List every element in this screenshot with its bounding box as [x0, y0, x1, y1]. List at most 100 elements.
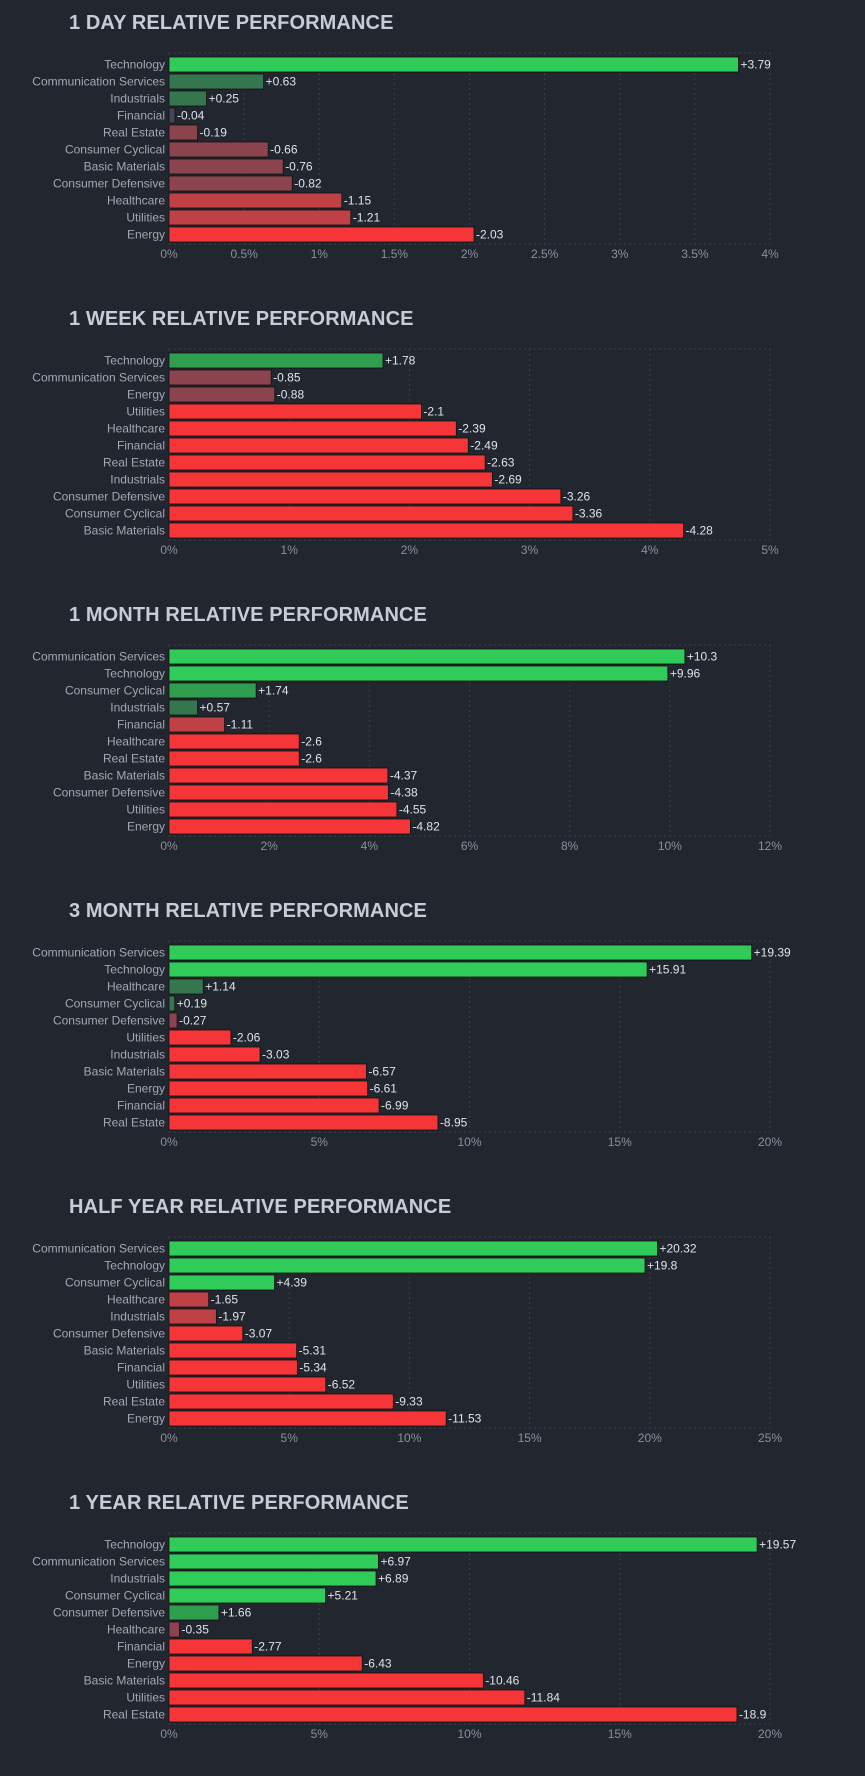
- value-label: -3.36: [575, 507, 603, 521]
- category-label: Consumer Defensive: [53, 1014, 165, 1028]
- chart-half-year: HALF YEAR RELATIVE PERFORMANCE 0% 5% 10% 15…: [0, 1184, 865, 1480]
- value-label: -6.52: [328, 1378, 356, 1392]
- bar: [168, 1689, 526, 1706]
- category-label: Real Estate: [103, 1395, 165, 1409]
- value-label: -1.97: [218, 1310, 246, 1324]
- value-label: -5.34: [299, 1361, 327, 1375]
- chart-plot: 0% 0.5% 1% 1.5% 2% 2.5% 3% 3.5% 4% Technology +3.7…: [32, 52, 779, 261]
- bar: [168, 978, 204, 995]
- value-label: +4.39: [277, 1276, 308, 1290]
- value-label: +6.97: [380, 1555, 411, 1569]
- bar: [168, 73, 265, 90]
- bar: [168, 995, 176, 1012]
- category-label: Real Estate: [103, 456, 165, 470]
- x-tick-label: 5%: [311, 1135, 329, 1149]
- category-label: Technology: [104, 667, 165, 681]
- category-label: Industrials: [110, 1048, 165, 1062]
- bar: [168, 1410, 447, 1427]
- category-label: Communication Services: [32, 1242, 165, 1256]
- bar: [168, 403, 422, 420]
- category-label: Financial: [117, 439, 165, 453]
- category-label: Financial: [117, 718, 165, 732]
- x-tick-label: 2%: [461, 247, 479, 261]
- value-label: -2.03: [476, 228, 504, 242]
- category-label: Utilities: [126, 1691, 165, 1705]
- value-label: -0.88: [277, 388, 305, 402]
- category-label: Communication Services: [32, 650, 165, 664]
- bar: [168, 699, 198, 716]
- bar: [168, 1240, 658, 1257]
- value-label: -1.65: [211, 1293, 239, 1307]
- bar: [168, 648, 686, 665]
- value-label: +0.19: [177, 997, 208, 1011]
- chart-plot: 0% 5% 10% 15% 20% Communication Services +19.3…: [32, 940, 791, 1149]
- category-label: Healthcare: [107, 1293, 165, 1307]
- bar: [168, 767, 389, 784]
- value-label: -8.95: [440, 1116, 468, 1130]
- value-label: -0.35: [182, 1623, 210, 1637]
- chart-3-month: 3 MONTH RELATIVE PERFORMANCE 0% 5% 10% 15% 2…: [0, 888, 865, 1184]
- x-tick-label: 20%: [758, 1727, 782, 1741]
- value-label: -6.43: [364, 1657, 392, 1671]
- category-label: Financial: [117, 109, 165, 123]
- x-tick-label: 8%: [561, 839, 579, 853]
- value-label: +5.21: [328, 1589, 359, 1603]
- bar: [168, 209, 352, 226]
- category-label: Technology: [104, 354, 165, 368]
- x-tick-label: 5%: [761, 543, 779, 557]
- bar: [168, 90, 207, 107]
- category-label: Real Estate: [103, 1708, 165, 1722]
- category-label: Consumer Defensive: [53, 786, 165, 800]
- category-label: Utilities: [126, 211, 165, 225]
- bar: [168, 1257, 646, 1274]
- bar: [168, 488, 562, 505]
- value-label: +10.3: [687, 650, 718, 664]
- x-tick-label: 1%: [311, 247, 329, 261]
- category-label: Consumer Cyclical: [65, 684, 165, 698]
- value-label: -2.49: [470, 439, 498, 453]
- chart-plot: 0% 2% 4% 6% 8% 10% 12% Communication Services +1…: [32, 644, 782, 853]
- category-label: Communication Services: [32, 1555, 165, 1569]
- value-label: -1.15: [344, 194, 372, 208]
- category-label: Basic Materials: [84, 1344, 165, 1358]
- category-label: Healthcare: [107, 735, 165, 749]
- chart-title: 1 WEEK RELATIVE PERFORMANCE: [69, 308, 414, 330]
- x-tick-label: 2%: [260, 839, 278, 853]
- chart-title: 1 MONTH RELATIVE PERFORMANCE: [69, 604, 427, 626]
- x-tick-label: 15%: [608, 1727, 632, 1741]
- bar: [168, 1393, 394, 1410]
- bar: [168, 471, 493, 488]
- category-label: Basic Materials: [84, 769, 165, 783]
- value-label: -3.07: [245, 1327, 273, 1341]
- x-tick-label: 3%: [611, 247, 629, 261]
- bar: [168, 124, 198, 141]
- value-label: -0.85: [273, 371, 301, 385]
- bar: [168, 1308, 217, 1325]
- category-label: Technology: [104, 963, 165, 977]
- value-label: -4.38: [390, 786, 418, 800]
- x-tick-label: 2.5%: [531, 247, 559, 261]
- category-label: Basic Materials: [84, 160, 165, 174]
- bar: [168, 192, 343, 209]
- bar: [168, 665, 669, 682]
- value-label: -9.33: [395, 1395, 423, 1409]
- bar: [168, 56, 739, 73]
- category-label: Energy: [127, 820, 165, 834]
- bar: [168, 1621, 180, 1638]
- bar: [168, 1325, 244, 1342]
- category-label: Communication Services: [32, 946, 165, 960]
- bar: [168, 1291, 210, 1308]
- bar: [168, 226, 475, 243]
- value-label: +0.25: [209, 92, 240, 106]
- category-label: Energy: [127, 228, 165, 242]
- value-label: -4.55: [399, 803, 427, 817]
- bar: [168, 1114, 439, 1131]
- x-tick-label: 1%: [281, 543, 299, 557]
- bar: [168, 1359, 298, 1376]
- bar: [168, 1638, 253, 1655]
- bar: [168, 175, 293, 192]
- category-label: Consumer Cyclical: [65, 997, 165, 1011]
- category-label: Industrials: [110, 473, 165, 487]
- bar: [168, 141, 269, 158]
- value-label: -0.82: [294, 177, 322, 191]
